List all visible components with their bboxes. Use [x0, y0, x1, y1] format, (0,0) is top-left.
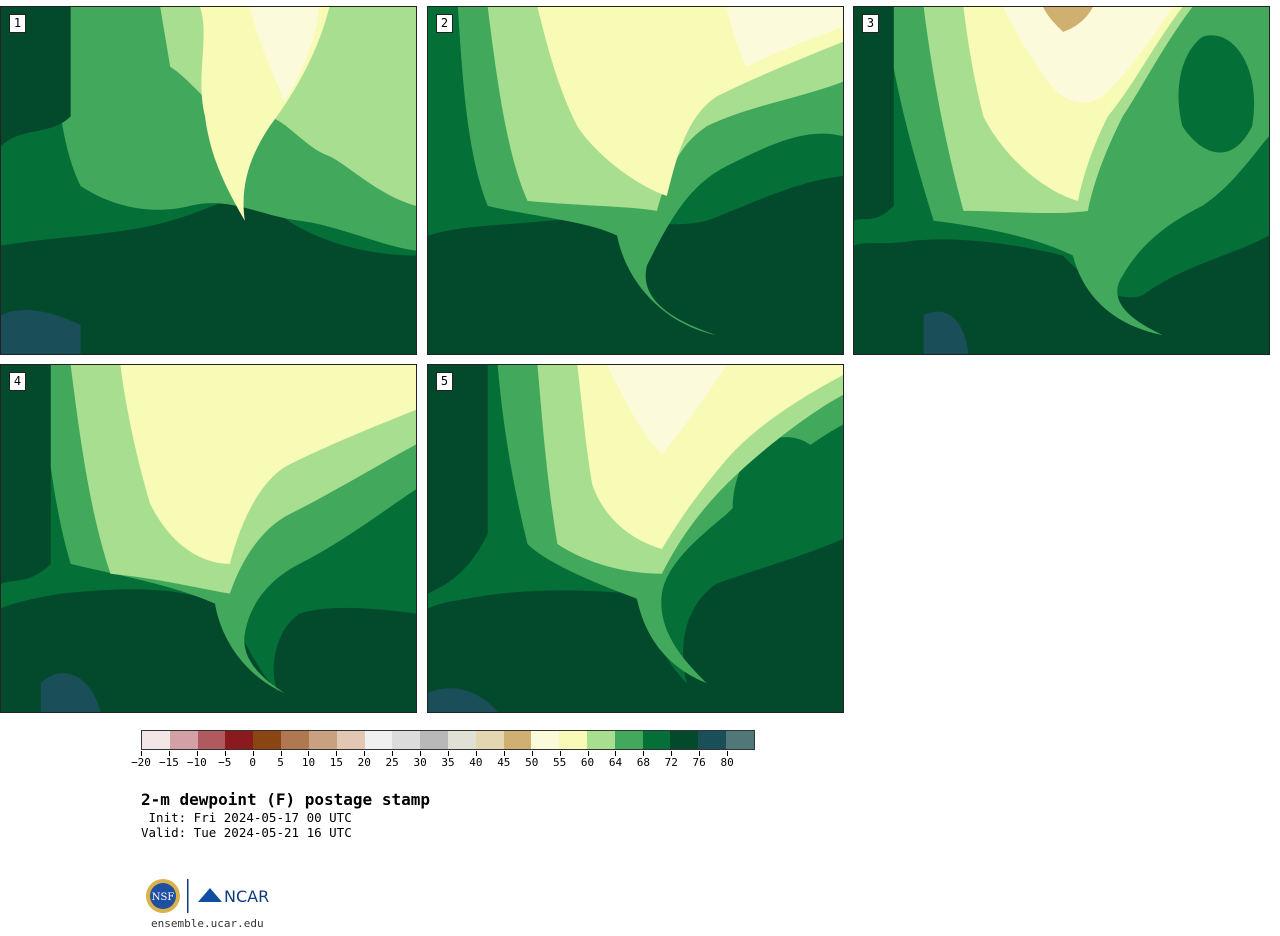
colorbar-tick — [699, 751, 701, 756]
panel-number: 4 — [9, 372, 26, 391]
colorbar-tick — [448, 751, 449, 756]
colorbar-tick-label: 60 — [580, 756, 595, 769]
colorbar-tick — [364, 751, 366, 756]
colorbar-tick-label: 50 — [525, 756, 539, 769]
colorbar-swatch — [642, 731, 671, 749]
colorbar-tick — [224, 751, 226, 756]
colorbar-swatch — [503, 731, 532, 749]
colorbar-tick-label: −5 — [218, 756, 232, 769]
colorbar-tick-label: 72 — [664, 756, 678, 769]
colorbar-swatch — [475, 731, 504, 749]
colorbar-tick-label: −10 — [186, 756, 207, 769]
colorbar-tick-label: 64 — [608, 756, 623, 769]
colorbar-swatch — [614, 731, 643, 749]
logos: NSF NCAR — [146, 879, 269, 913]
map-panel-3: 3 — [853, 6, 1270, 355]
colorbar-tick-label: −20 — [131, 756, 151, 769]
footer-url: ensemble.ucar.edu — [151, 917, 264, 930]
colorbar-swatch — [559, 731, 587, 749]
colorbar-ticks: −20 −15 −10 −5 0 5 10 15 20 25 30 35 40 45 50 55 60 64 68 7… — [131, 751, 755, 771]
ncar-logo-icon: NCAR — [198, 887, 269, 906]
colorbar-tick — [280, 751, 282, 756]
panel-number: 5 — [436, 372, 453, 391]
colorbar-swatch — [670, 731, 699, 749]
colorbar-tick-label: 68 — [636, 756, 650, 769]
colorbar-tick — [196, 751, 198, 756]
nsf-logo-text: NSF — [152, 892, 175, 903]
colorbar-tick-label: 30 — [413, 756, 427, 769]
colorbar-tick — [587, 751, 589, 756]
colorbar-tick — [531, 751, 533, 756]
colorbar-tick-label: 10 — [301, 756, 316, 769]
colorbar-tick-label: 25 — [385, 756, 399, 769]
init-time: Init: Fri 2024-05-17 00 UTC — [141, 810, 352, 825]
panel-number: 2 — [436, 14, 453, 33]
colorbar-tick — [727, 751, 729, 756]
colorbar-tick — [503, 751, 505, 756]
colorbar-tick — [615, 751, 617, 756]
map-panel-5: 5 — [427, 364, 844, 713]
colorbar-tick-label: 45 — [497, 756, 511, 769]
colorbar-tick — [392, 751, 394, 756]
colorbar-tick — [141, 751, 142, 756]
colorbar-tick-label: 40 — [469, 756, 483, 769]
colorbar-swatch — [364, 731, 393, 749]
colorbar-swatch — [336, 731, 365, 749]
map-panel-2: 2 — [427, 6, 844, 355]
colorbar-swatch — [531, 731, 560, 749]
colorbar-tick — [252, 751, 254, 756]
title-block: 2-m dewpoint (F) postage stamp Init: Fri… — [141, 790, 430, 840]
colorbar-swatch — [281, 731, 309, 749]
colorbar-swatch — [726, 731, 754, 749]
colorbar-swatch — [197, 731, 226, 749]
dewpoint-map-4 — [1, 365, 416, 712]
dewpoint-map-5 — [428, 365, 843, 712]
colorbar-tick-label: 80 — [720, 756, 734, 769]
colorbar-swatch — [698, 731, 727, 749]
colorbar-tick — [308, 751, 310, 756]
colorbar-tick-label: 35 — [441, 756, 455, 769]
dewpoint-map-3 — [854, 7, 1269, 354]
colorbar-swatch — [169, 731, 198, 749]
panel-number: 3 — [862, 14, 879, 33]
panel-number: 1 — [9, 14, 26, 33]
colorbar-swatch — [420, 731, 448, 749]
colorbar-tick-label: 15 — [329, 756, 343, 769]
colorbar-tick-label: 20 — [357, 756, 371, 769]
colorbar-swatch — [308, 731, 337, 749]
valid-time: Valid: Tue 2024-05-21 16 UTC — [141, 825, 352, 840]
colorbar-swatch — [142, 731, 170, 749]
map-panel-4: 4 — [0, 364, 417, 713]
colorbar-swatch — [392, 731, 421, 749]
ncar-logo-text: NCAR — [224, 887, 269, 906]
colorbar-tick — [336, 751, 338, 756]
colorbar-tick — [420, 751, 422, 756]
colorbar-tick — [168, 751, 170, 756]
colorbar-tick — [475, 751, 477, 756]
colorbar-tick-label: 0 — [249, 756, 256, 769]
colorbar-swatch — [225, 731, 254, 749]
colorbar-tick-label: 55 — [553, 756, 567, 769]
colorbar-tick — [559, 751, 561, 756]
dewpoint-map-1 — [1, 7, 416, 354]
colorbar-swatch — [253, 731, 282, 749]
colorbar-swatch — [587, 731, 615, 749]
colorbar-tick-label: 5 — [277, 756, 284, 769]
chart-title: 2-m dewpoint (F) postage stamp — [141, 790, 430, 809]
dewpoint-map-2 — [428, 7, 843, 354]
nsf-logo-icon: NSF — [146, 879, 180, 913]
colorbar-tick-label: −15 — [158, 756, 179, 769]
map-panel-1: 1 — [0, 6, 417, 355]
colorbar-tick-label: 76 — [692, 756, 706, 769]
colorbar-swatch — [447, 731, 476, 749]
colorbar — [141, 730, 755, 750]
colorbar-tick — [643, 751, 645, 756]
colorbar-tick — [671, 751, 673, 756]
